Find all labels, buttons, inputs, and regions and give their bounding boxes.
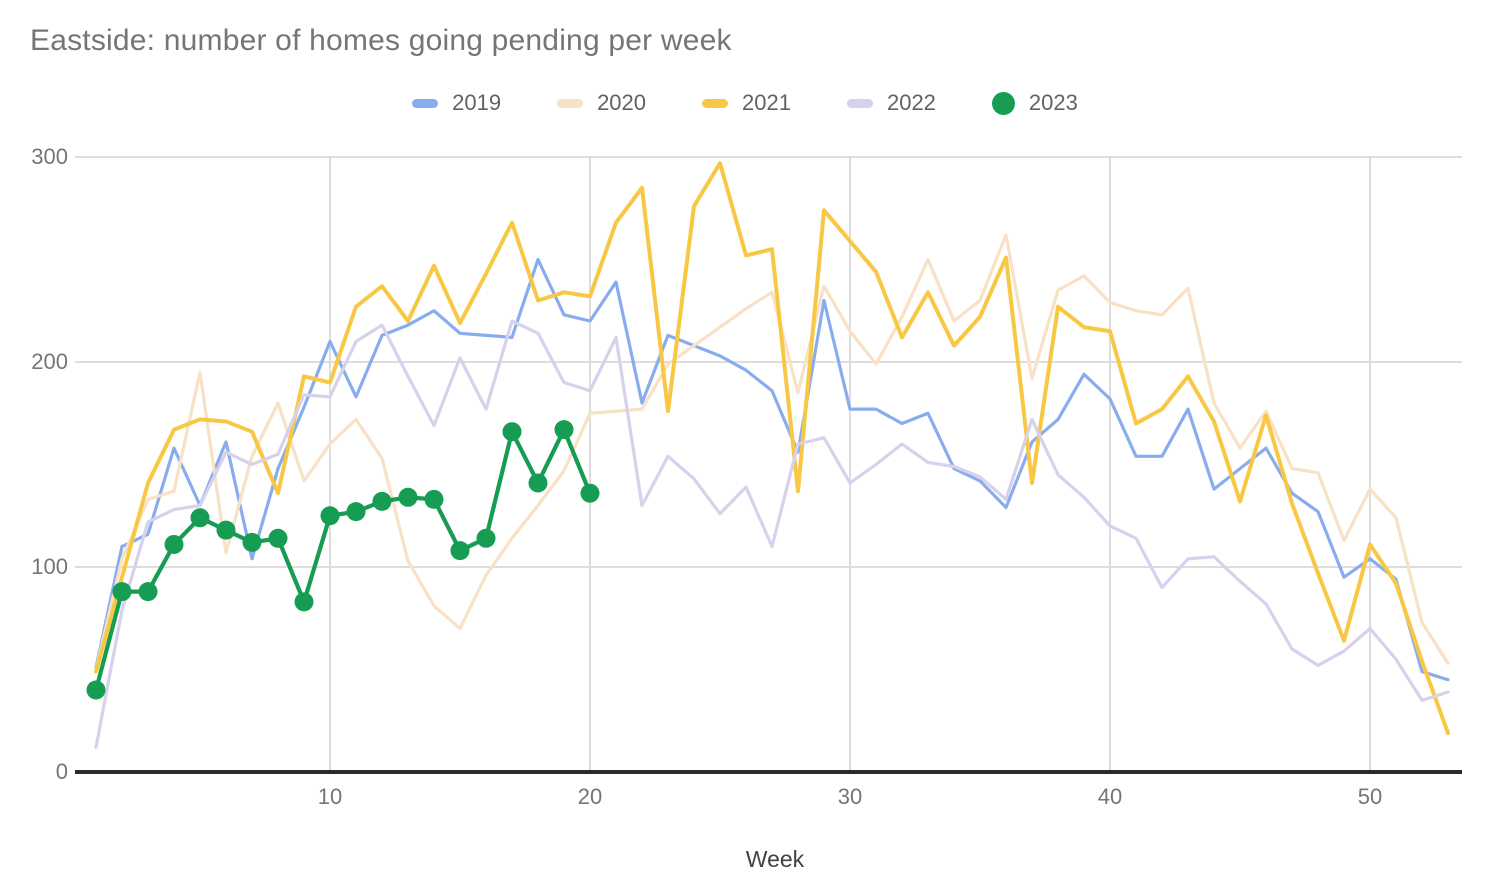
series-2023-marker bbox=[294, 592, 314, 612]
x-tick-label: 20 bbox=[577, 784, 603, 809]
legend-label: 2020 bbox=[597, 90, 647, 115]
y-tick-label: 100 bbox=[31, 554, 68, 579]
series-line-2019 bbox=[94, 257, 1450, 682]
series-line-2020 bbox=[94, 233, 1450, 672]
legend-label: 2023 bbox=[1028, 90, 1078, 115]
legend: 2019 2020 2021 2022 2023 bbox=[0, 90, 1490, 116]
legend-label: 2022 bbox=[886, 90, 936, 115]
series-2023-marker bbox=[190, 508, 210, 528]
legend-label: 2019 bbox=[452, 90, 502, 115]
series-2023-marker bbox=[112, 582, 132, 602]
legend-item-2021: 2021 bbox=[702, 90, 791, 116]
x-tick-label: 40 bbox=[1097, 784, 1123, 809]
y-tick-label: 300 bbox=[31, 144, 68, 169]
series-2023-marker bbox=[242, 532, 262, 552]
legend-swatch-2021-icon bbox=[702, 98, 729, 108]
x-tick-label: 10 bbox=[317, 784, 343, 809]
series-line-2022 bbox=[94, 319, 1450, 750]
series-2023-marker bbox=[86, 680, 106, 700]
legend-swatch-2020-icon bbox=[557, 98, 584, 108]
series-2023-marker bbox=[424, 489, 444, 509]
series-line-2023 bbox=[93, 427, 593, 693]
series-2023-marker bbox=[398, 487, 418, 507]
series-2023-marker bbox=[138, 582, 158, 602]
series-2023-marker bbox=[346, 502, 366, 522]
chart-title: Eastside: number of homes going pending … bbox=[30, 24, 732, 57]
legend-swatch-2023-icon bbox=[991, 91, 1015, 115]
legend-swatch-2022-icon bbox=[846, 98, 873, 108]
legend-label: 2021 bbox=[742, 90, 791, 115]
legend-item-2023: 2023 bbox=[991, 90, 1078, 116]
x-tick-label: 50 bbox=[1357, 784, 1383, 809]
legend-item-2019: 2019 bbox=[412, 90, 501, 116]
series-2023-marker bbox=[320, 506, 340, 526]
y-tick-label: 200 bbox=[31, 349, 68, 374]
legend-item-2020: 2020 bbox=[557, 90, 646, 116]
series-2023-marker bbox=[216, 520, 236, 540]
series-line-2021 bbox=[94, 161, 1450, 736]
series-2023-marker bbox=[554, 420, 574, 440]
series-2023-marker bbox=[580, 483, 600, 503]
x-tick-label: 30 bbox=[837, 784, 863, 809]
series-2023-marker bbox=[476, 528, 496, 548]
series-2023-marker bbox=[450, 541, 470, 561]
series-2023-marker bbox=[372, 491, 392, 511]
x-axis-title: Week bbox=[745, 846, 805, 872]
legend-swatch-2019-icon bbox=[412, 98, 439, 108]
y-tick-label: 0 bbox=[55, 759, 68, 784]
legend-item-2022: 2022 bbox=[846, 90, 936, 116]
series-2023-marker bbox=[502, 422, 522, 442]
series-2023-marker bbox=[164, 534, 184, 554]
series-2023-marker bbox=[268, 528, 288, 548]
series-2023-marker bbox=[528, 473, 548, 493]
